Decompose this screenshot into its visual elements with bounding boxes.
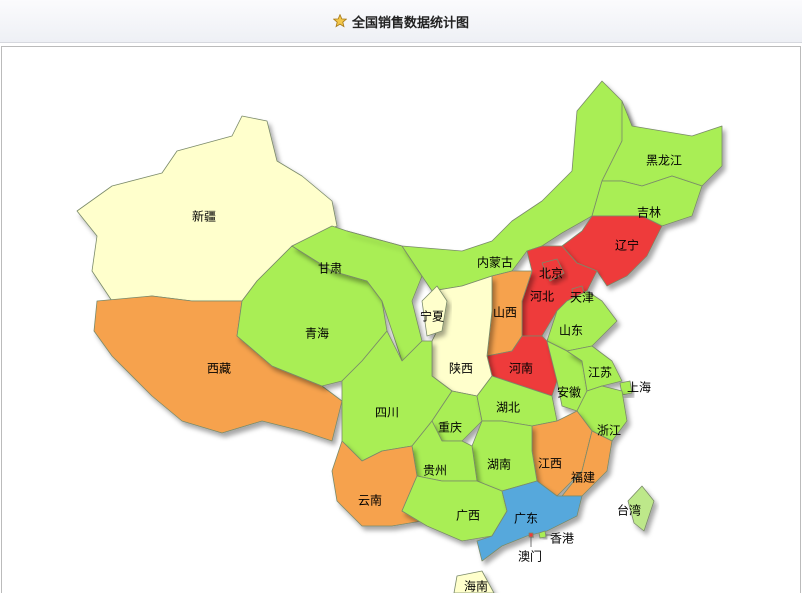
province-ningxia[interactable] [421,285,448,337]
province-xizang[interactable] [93,295,343,442]
province-label-guizhou: 贵州 [423,464,447,478]
province-label-hebei: 河北 [530,290,554,304]
province-label-xinjiang: 新疆 [192,209,216,224]
province-label-taiwan: 台湾 [617,503,641,518]
province-label-anhui: 安徽 [557,385,581,400]
province-label-shaanxi: 陕西 [449,361,473,376]
province-aomen[interactable] [528,532,534,538]
province-xianggang[interactable] [538,530,547,539]
province-label-heilongjiang: 黑龙江 [646,154,682,168]
province-label-jilin: 吉林 [637,206,661,220]
province-label-guangdong: 广东 [514,512,538,526]
province-label-zhejiang: 浙江 [597,424,621,438]
province-guangdong[interactable] [476,480,583,562]
province-label-chongqing: 重庆 [438,421,462,435]
province-label-hubei: 湖北 [496,400,520,415]
province-label-hainan: 海南 [464,579,488,594]
province-label-henan: 河南 [509,361,533,376]
province-label-sichuan: 四川 [375,406,399,420]
province-label-jiangxi: 江西 [538,457,562,471]
province-label-xizang: 西藏 [207,362,231,376]
province-label-yunnan: 云南 [358,493,382,508]
province-label-jiangsu: 江苏 [588,366,612,380]
province-label-tianjin: 天津 [570,291,594,305]
province-label-shanghai: 上海 [627,380,651,395]
province-label-qinghai: 青海 [305,326,329,341]
province-label-neimenggu: 内蒙古 [477,255,513,270]
province-label-fujian: 福建 [571,470,595,485]
province-label-aomen: 澳门 [518,549,542,564]
province-label-beijing: 北京 [539,267,563,281]
province-label-gansu: 甘肃 [318,262,342,276]
province-label-liaoning: 辽宁 [615,238,639,253]
star-icon [332,14,347,28]
map-panel: 新疆西藏 青海 甘肃 内蒙古 黑龙江吉林辽宁河北 北京 天津山西山东河南 陕西 宁夏四川重庆 湖北… [1,46,801,594]
province-label-xianggang: 香港 [550,532,574,546]
province-hunan[interactable] [471,420,538,492]
province-beijing[interactable] [541,258,565,282]
province-label-shandong: 山东 [559,324,583,338]
province-label-guangxi: 广西 [456,509,480,523]
province-jiangsu[interactable] [566,345,623,392]
province-liaoning[interactable] [561,215,663,287]
province-label-hunan: 湖南 [487,457,511,472]
header: 全国销售数据统计图 [0,0,802,43]
province-taiwan[interactable] [627,485,655,532]
page-title: 全国销售数据统计图 [351,15,469,31]
province-label-shanxi: 山西 [493,306,517,320]
province-label-ningxia: 宁夏 [420,309,444,324]
